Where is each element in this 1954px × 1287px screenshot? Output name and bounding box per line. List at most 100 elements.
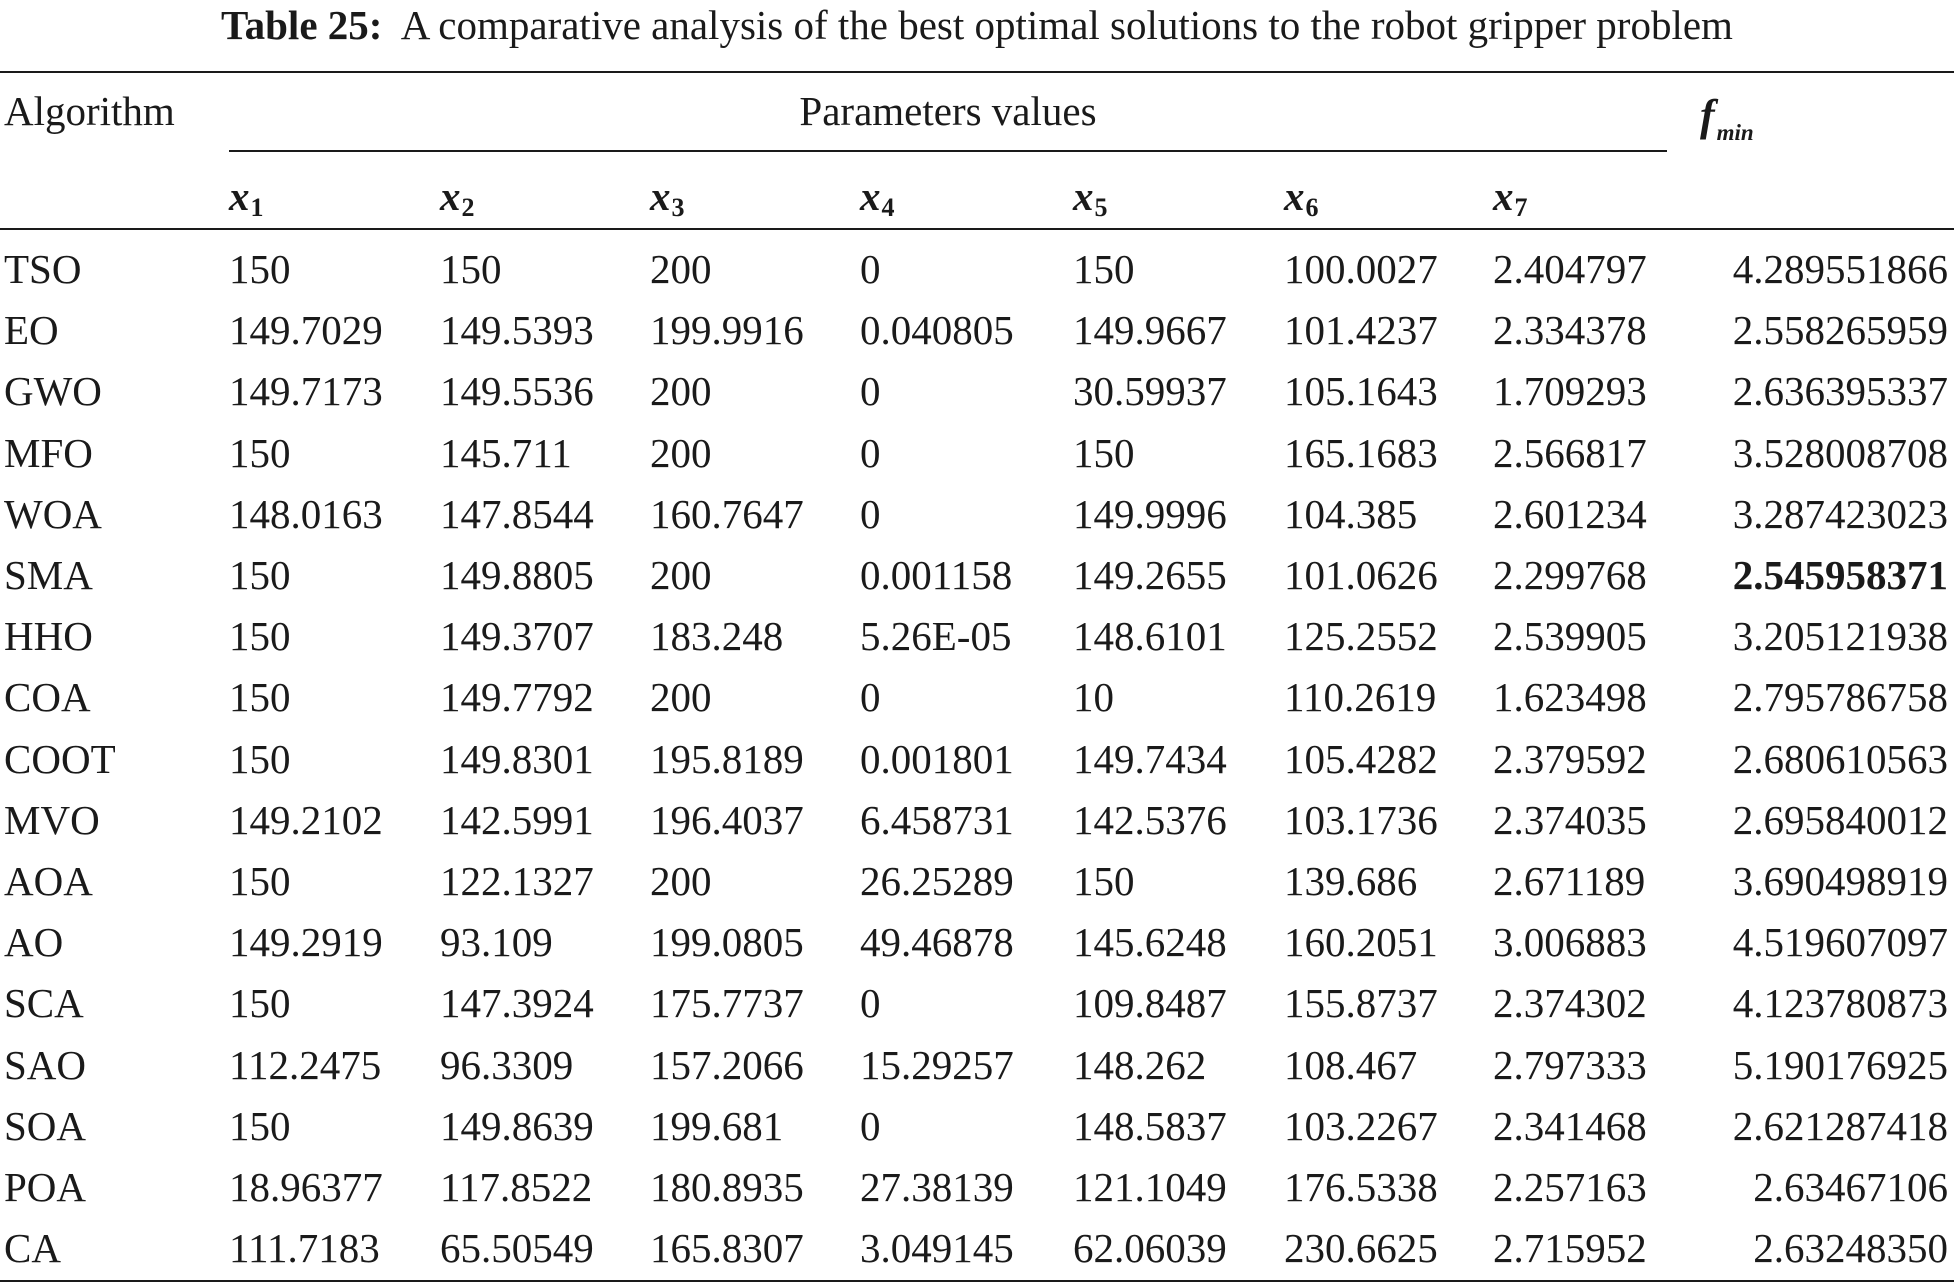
param-value-x3: 160.7647	[650, 491, 804, 537]
param-value-x4: 6.458731	[860, 797, 1014, 843]
header-var-x2: x2	[440, 172, 475, 232]
param-value-x2: 147.3924	[440, 980, 594, 1026]
param-value-x1: 150	[229, 613, 291, 659]
param-value-x5: 148.5837	[1073, 1103, 1227, 1149]
bottom-rule	[0, 1280, 1954, 1282]
param-value-x2: 145.711	[440, 430, 572, 476]
algorithm-name: SAO	[4, 1042, 87, 1088]
param-value-x1: 111.7183	[229, 1225, 380, 1271]
param-value-x1: 150	[229, 674, 291, 720]
fmin-value: 2.558265959	[1732, 307, 1948, 353]
header-var-base: x	[440, 173, 461, 219]
table-caption-text: A comparative analysis of the best optim…	[400, 2, 1733, 48]
param-value-x6: 105.4282	[1284, 736, 1438, 782]
fmin-value: 4.289551866	[1732, 246, 1948, 292]
table-caption-label: Table 25:	[221, 2, 383, 48]
param-value-x1: 112.2475	[229, 1042, 382, 1088]
param-value-x6: 230.6625	[1284, 1225, 1438, 1271]
param-value-x6: 110.2619	[1284, 674, 1437, 720]
algorithm-name: SMA	[4, 552, 93, 598]
param-value-x6: 103.2267	[1284, 1103, 1438, 1149]
param-value-x7: 3.006883	[1493, 919, 1647, 965]
fmin-value: 2.680610563	[1732, 736, 1948, 782]
algorithm-name: AO	[4, 919, 64, 965]
header-var-base: x	[1073, 173, 1094, 219]
param-value-x6: 104.385	[1284, 491, 1418, 537]
param-value-x1: 150	[229, 430, 291, 476]
header-parameters-values: Parameters values	[799, 88, 1097, 134]
param-value-x5: 149.7434	[1073, 736, 1227, 782]
param-value-x2: 65.50549	[440, 1225, 594, 1271]
header-var-x1: x1	[229, 172, 264, 232]
header-var-x3: x3	[650, 172, 685, 232]
param-value-x6: 160.2051	[1284, 919, 1438, 965]
param-value-x1: 150	[229, 736, 291, 782]
param-value-x1: 18.96377	[229, 1164, 383, 1210]
param-value-x4: 27.38139	[860, 1164, 1014, 1210]
param-value-x4: 0	[860, 246, 881, 292]
param-value-x1: 148.0163	[229, 491, 383, 537]
fmin-value: 3.690498919	[1732, 858, 1948, 904]
param-value-x1: 150	[229, 980, 291, 1026]
param-value-x4: 0	[860, 368, 881, 414]
param-value-x7: 2.299768	[1493, 552, 1647, 598]
param-value-x3: 199.9916	[650, 307, 804, 353]
algorithm-name: COA	[4, 674, 91, 720]
header-var-sub: 7	[1514, 193, 1528, 222]
param-value-x5: 62.06039	[1073, 1225, 1227, 1271]
param-value-x5: 30.59937	[1073, 368, 1227, 414]
header-var-sub: 1	[250, 193, 264, 222]
param-value-x2: 149.8301	[440, 736, 594, 782]
param-value-x5: 148.262	[1073, 1042, 1207, 1088]
param-value-x4: 0.001158	[860, 552, 1013, 598]
fmin-value: 2.545958371	[1732, 552, 1948, 598]
param-value-x3: 200	[650, 430, 712, 476]
param-value-x7: 2.341468	[1493, 1103, 1647, 1149]
param-value-x5: 10	[1073, 674, 1114, 720]
param-value-x4: 15.29257	[860, 1042, 1014, 1088]
algorithm-name: MFO	[4, 430, 93, 476]
param-value-x6: 176.5338	[1284, 1164, 1438, 1210]
algorithm-name: SOA	[4, 1103, 87, 1149]
header-algorithm: Algorithm	[4, 88, 175, 134]
header-fmin: fmin	[1700, 92, 1754, 157]
param-value-x1: 150	[229, 246, 291, 292]
param-value-x1: 149.2919	[229, 919, 383, 965]
param-value-x2: 117.8522	[440, 1164, 593, 1210]
param-value-x1: 150	[229, 552, 291, 598]
header-var-sub: 2	[461, 193, 475, 222]
fmin-value: 2.63248350	[1753, 1225, 1948, 1271]
param-value-x4: 0.001801	[860, 736, 1014, 782]
algorithm-name: POA	[4, 1164, 87, 1210]
param-value-x5: 142.5376	[1073, 797, 1227, 843]
param-value-x7: 2.671189	[1493, 858, 1646, 904]
header-bottom-rule	[0, 228, 1954, 230]
algorithm-name: GWO	[4, 368, 102, 414]
param-value-x6: 165.1683	[1284, 430, 1438, 476]
fmin-value: 2.63467106	[1753, 1164, 1948, 1210]
param-value-x4: 0	[860, 430, 881, 476]
algorithm-name: EO	[4, 307, 59, 353]
param-value-x6: 101.0626	[1284, 552, 1438, 598]
fmin-value: 2.621287418	[1732, 1103, 1948, 1149]
param-value-x7: 1.709293	[1493, 368, 1647, 414]
param-value-x3: 200	[650, 674, 712, 720]
param-value-x6: 108.467	[1284, 1042, 1418, 1088]
param-value-x6: 155.8737	[1284, 980, 1438, 1026]
param-value-x1: 150	[229, 1103, 291, 1149]
param-value-x5: 149.9667	[1073, 307, 1227, 353]
param-value-x2: 147.8544	[440, 491, 594, 537]
header-var-base: x	[1493, 173, 1514, 219]
param-value-x2: 142.5991	[440, 797, 594, 843]
param-value-x5: 149.9996	[1073, 491, 1227, 537]
param-value-x7: 2.334378	[1493, 307, 1647, 353]
params-group-rule	[229, 150, 1667, 152]
param-value-x3: 183.248	[650, 613, 784, 659]
param-value-x5: 150	[1073, 858, 1135, 904]
header-var-x5: x5	[1073, 172, 1108, 232]
algorithm-name: WOA	[4, 491, 102, 537]
param-value-x6: 125.2552	[1284, 613, 1438, 659]
param-value-x4: 3.049145	[860, 1225, 1014, 1271]
fmin-value: 2.795786758	[1732, 674, 1948, 720]
param-value-x3: 195.8189	[650, 736, 804, 782]
